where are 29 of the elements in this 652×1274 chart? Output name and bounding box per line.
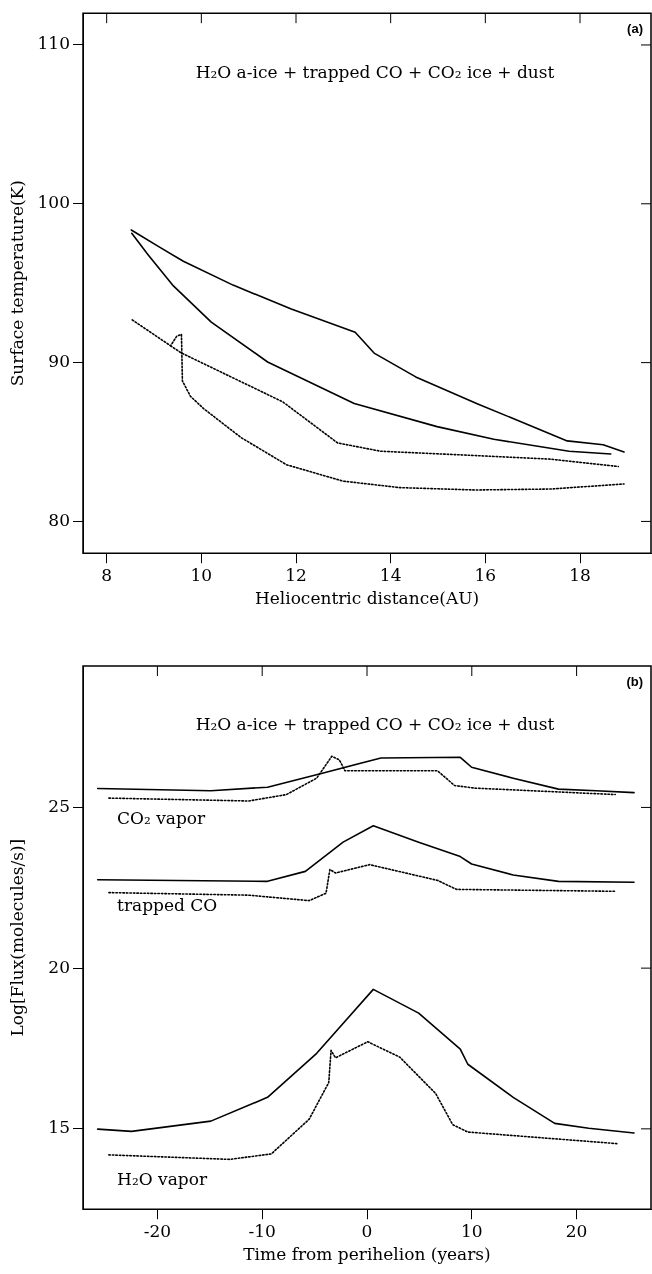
x-tick-label: 0 — [361, 1220, 373, 1241]
x-tick-label: 20 — [565, 1220, 588, 1241]
y-tick-label: 25 — [48, 795, 70, 816]
x-axis-title: Time from perihelion (years) — [243, 1244, 491, 1265]
y-tick-label: 90 — [48, 351, 70, 372]
x-tick-label: -10 — [248, 1220, 276, 1241]
y-tick-label: 15 — [48, 1117, 70, 1138]
x-tick-label: 12 — [285, 564, 307, 585]
x-tick-label: 14 — [379, 564, 402, 585]
y-tick-label: 100 — [37, 192, 70, 213]
text: H₂O a-ice + trapped CO + CO₂ ice + dust — [195, 61, 555, 82]
x-axis-title: Heliocentric distance(AU) — [254, 588, 480, 609]
annotation: CO₂ vapor — [117, 807, 207, 828]
y-axis-title: Log[Flux(molecules/s)] — [6, 838, 27, 1037]
y-tick-label: 110 — [37, 33, 70, 54]
annotation: trapped CO — [117, 894, 218, 915]
annotation: H₂O vapor — [117, 1168, 208, 1189]
x-tick-label: 16 — [474, 564, 497, 585]
text: H₂O a-ice + trapped CO + CO₂ ice + dust — [195, 714, 555, 735]
annotation: (b) — [626, 673, 643, 689]
annotation: (a) — [627, 20, 643, 36]
x-tick-label: 18 — [569, 564, 591, 585]
y-tick-label: 20 — [48, 956, 70, 977]
x-tick-label: -20 — [143, 1220, 172, 1241]
x-tick-label: 8 — [101, 564, 113, 585]
x-tick-label: 10 — [190, 564, 213, 585]
y-tick-label: 80 — [48, 509, 70, 530]
y-axis-title: Surface temperature(K) — [6, 180, 27, 387]
x-tick-label: 10 — [460, 1220, 483, 1241]
